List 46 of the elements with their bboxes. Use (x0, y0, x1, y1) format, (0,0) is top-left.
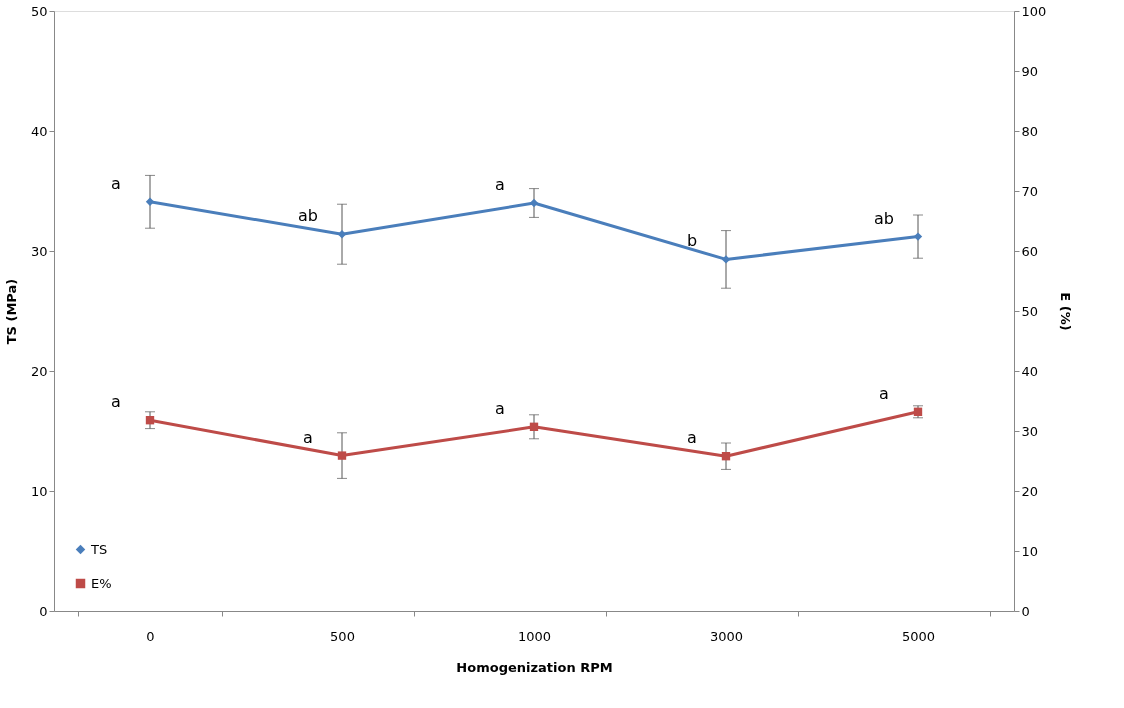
point (145, 416, 155, 425)
y2-tick-label: 10 (1021, 543, 1039, 559)
data-label: a (303, 427, 313, 447)
y2-axis-title: E (%) (1058, 292, 1074, 331)
y2-tick-label: 60 (1021, 243, 1039, 259)
point (529, 198, 539, 208)
legend-label: TS (90, 541, 108, 557)
point (145, 197, 155, 206)
y2-tick-label: 80 (1021, 123, 1039, 139)
x-tick-label: 5000 (901, 628, 936, 644)
point (337, 451, 347, 460)
y2-tick-label: 40 (1021, 363, 1039, 379)
data-label: a (879, 383, 889, 403)
data-label: a (495, 398, 505, 418)
y-tick-label: 10 (30, 483, 48, 499)
data-label: ab (874, 208, 894, 228)
data-label: ab (298, 206, 318, 226)
y2-tick-label: 90 (1021, 63, 1039, 79)
data-label: a (111, 173, 121, 193)
y-axis-title: TS (MPa) (3, 278, 19, 345)
y-tick-label: 0 (39, 603, 48, 619)
data-label: a (687, 428, 697, 448)
y-tick-label: 30 (30, 243, 48, 259)
y2-tick-label: 100 (1021, 3, 1047, 19)
y2-tick-label: 50 (1021, 303, 1039, 319)
legend-label: E% (91, 575, 112, 591)
point (721, 452, 731, 461)
y-tick-label: 50 (30, 3, 48, 19)
y-tick-label: 20 (30, 363, 48, 379)
data-label: a (111, 392, 121, 412)
y2-tick-label: 20 (1021, 483, 1039, 499)
y2-tick-label: 70 (1021, 183, 1039, 199)
y-tick-label: 40 (30, 123, 48, 139)
point (913, 232, 923, 241)
data-label: b (686, 231, 698, 251)
point (721, 255, 731, 264)
x-tick-label: 0 (146, 628, 155, 644)
x-tick-label: 3000 (709, 628, 744, 644)
x-tick-label: 500 (330, 628, 355, 644)
x-axis-title: Homogenization RPM (456, 659, 613, 675)
y2-tick-label: 0 (1021, 603, 1030, 619)
point (529, 422, 539, 431)
point (337, 230, 347, 239)
x-tick-label: 1000 (517, 628, 552, 644)
data-label: a (495, 175, 505, 194)
y2-tick-label: 30 (1021, 423, 1039, 439)
